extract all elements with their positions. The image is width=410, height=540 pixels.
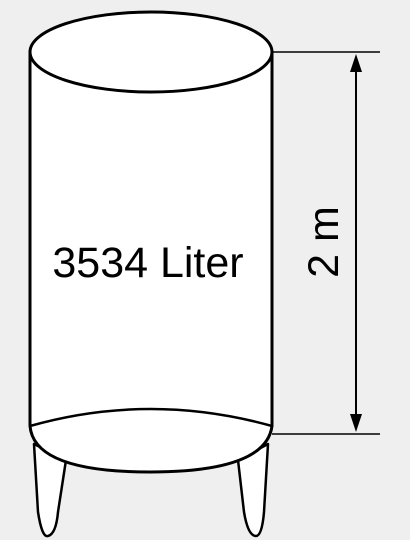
tank-leg-left bbox=[32, 442, 68, 538]
tank-body bbox=[28, 50, 274, 474]
double-headed-vertical-arrow-icon bbox=[350, 54, 362, 432]
tank-top-ellipse bbox=[28, 10, 274, 94]
tank-leg-right bbox=[236, 442, 270, 538]
tank-bottom-seam bbox=[29, 407, 273, 428]
volume-label: 3534 Liter bbox=[52, 239, 243, 287]
height-label: 2 m bbox=[300, 206, 348, 278]
